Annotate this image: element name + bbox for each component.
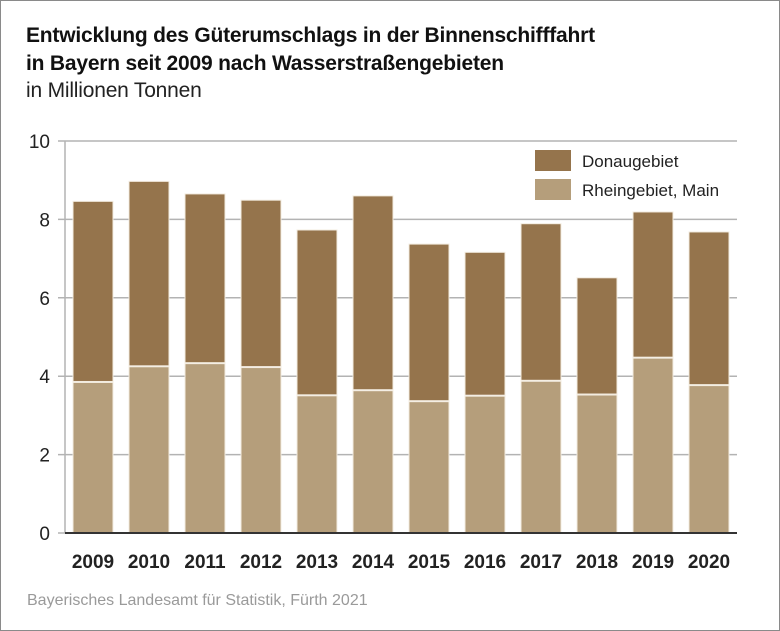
legend-label-donaugebiet: Donaugebiet — [582, 152, 679, 171]
chart-title: Entwicklung des Güterumschlags in der Bi… — [26, 22, 595, 78]
bar-rheingebiet-main-2013 — [296, 395, 338, 534]
bar-rheingebiet-main-2020 — [688, 385, 730, 534]
x-tick-label: 2013 — [296, 552, 338, 573]
bar-donaugebiet-2009 — [72, 200, 114, 382]
x-tick-label: 2009 — [72, 552, 114, 573]
y-tick-label: 2 — [39, 446, 50, 467]
bar-rheingebiet-main-2019 — [632, 357, 674, 534]
bar-rheingebiet-main-2010 — [128, 366, 170, 534]
bar-donaugebiet-2014 — [352, 195, 394, 391]
x-tick-label: 2017 — [520, 552, 562, 573]
bar-donaugebiet-2013 — [296, 229, 338, 396]
bar-rheingebiet-main-2018 — [576, 394, 618, 534]
legend: Donaugebiet Rheingebiet, Main — [535, 150, 719, 200]
x-tick-label: 2015 — [408, 552, 451, 573]
source-note: Bayerisches Landesamt für Statistik, Für… — [27, 592, 368, 609]
chart-subtitle: in Millionen Tonnen — [26, 79, 202, 102]
bar-donaugebiet-2010 — [128, 180, 170, 367]
x-tick-label: 2019 — [632, 552, 674, 573]
x-tick-label: 2014 — [352, 552, 395, 573]
y-tick-label: 0 — [39, 524, 50, 545]
bar-rheingebiet-main-2014 — [352, 390, 394, 534]
y-tick-label: 10 — [29, 132, 50, 153]
legend-label-rheingebiet-main: Rheingebiet, Main — [582, 181, 719, 200]
bar-rheingebiet-main-2011 — [184, 363, 226, 534]
chart-title-line-2: in Bayern seit 2009 nach Wasserstraßenge… — [26, 52, 504, 75]
bar-rheingebiet-main-2016 — [464, 395, 506, 534]
bar-donaugebiet-2020 — [688, 231, 730, 386]
y-tick-label: 6 — [39, 289, 50, 310]
x-tick-label: 2011 — [184, 552, 226, 573]
y-tick-label: 8 — [39, 210, 50, 231]
y-tick-label: 4 — [39, 367, 50, 388]
y-tick-labels: 0 2 4 6 8 10 — [29, 132, 51, 545]
bar-rheingebiet-main-2015 — [408, 401, 450, 534]
x-tick-label: 2016 — [464, 552, 506, 573]
x-tick-label: 2018 — [576, 552, 618, 573]
bar-donaugebiet-2019 — [632, 211, 674, 358]
bar-donaugebiet-2017 — [520, 223, 562, 381]
x-tick-labels: 2009 2010 2011 2012 2013 2014 2015 2016 2017 2018… — [72, 552, 730, 573]
bar-donaugebiet-2016 — [464, 251, 506, 396]
x-tick-label: 2012 — [240, 552, 282, 573]
bar-rheingebiet-main-2017 — [520, 380, 562, 534]
axes — [64, 141, 737, 534]
gridlines — [58, 140, 737, 534]
bars — [72, 180, 730, 534]
x-tick-label: 2010 — [128, 552, 170, 573]
bar-donaugebiet-2011 — [184, 193, 226, 364]
legend-swatch-donaugebiet — [535, 150, 571, 171]
x-tick-label: 2020 — [688, 552, 730, 573]
bar-donaugebiet-2015 — [408, 243, 450, 402]
chart-title-line-1: Entwicklung des Güterumschlags in der Bi… — [26, 24, 595, 47]
bar-rheingebiet-main-2009 — [72, 381, 114, 534]
bar-rheingebiet-main-2012 — [240, 367, 282, 534]
bar-donaugebiet-2018 — [576, 277, 618, 395]
legend-swatch-rheingebiet-main — [535, 179, 571, 200]
bar-donaugebiet-2012 — [240, 199, 282, 368]
